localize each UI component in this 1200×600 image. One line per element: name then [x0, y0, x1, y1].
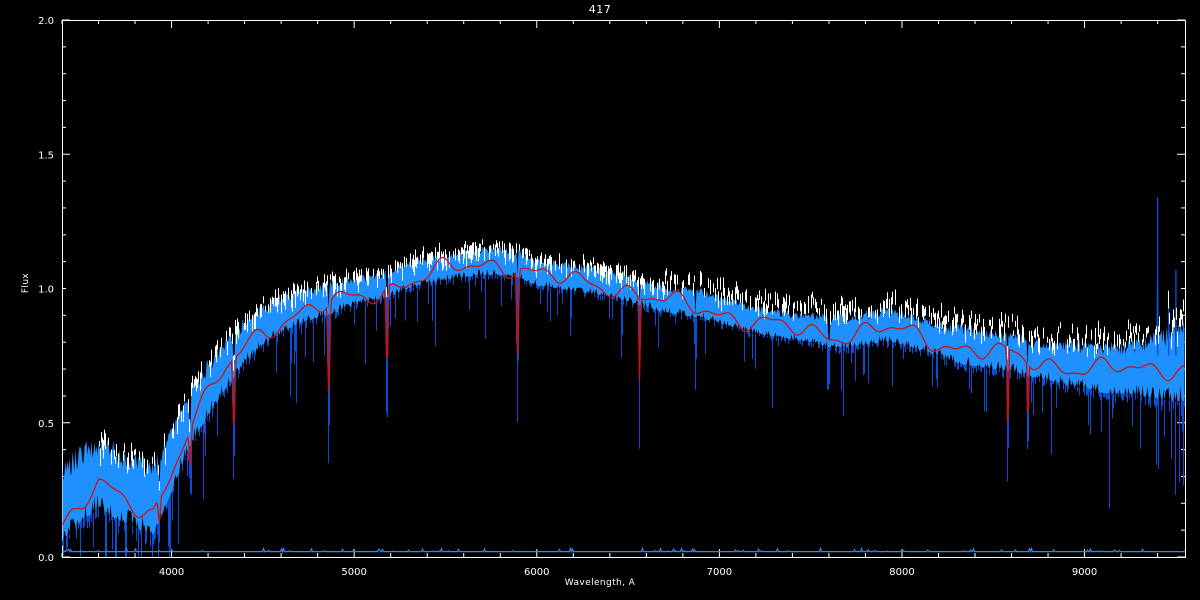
x-tick-label: 6000 [524, 567, 549, 578]
comparison-white-band [99, 239, 1184, 491]
x-tick-label: 4000 [159, 567, 184, 578]
plot-area [62, 197, 1185, 557]
y-tick-label: 2.0 [38, 16, 54, 27]
x-tick-label: 9000 [1072, 567, 1097, 578]
x-tick-label: 5000 [341, 567, 366, 578]
x-tick-label: 7000 [707, 567, 732, 578]
x-axis-label: Wavelength, A [564, 578, 636, 588]
y-tick-label: 0.5 [38, 419, 54, 430]
y-tick-label: 1.0 [38, 285, 54, 296]
error-array-line [62, 546, 1185, 554]
page-title: 417 [588, 3, 612, 16]
y-tick-label: 0.0 [38, 553, 54, 564]
spectrum-blue-band [62, 213, 1185, 541]
y-tick-label: 1.5 [38, 150, 54, 161]
model-continuum-line [62, 256, 1185, 526]
x-tick-label: 8000 [889, 567, 914, 578]
